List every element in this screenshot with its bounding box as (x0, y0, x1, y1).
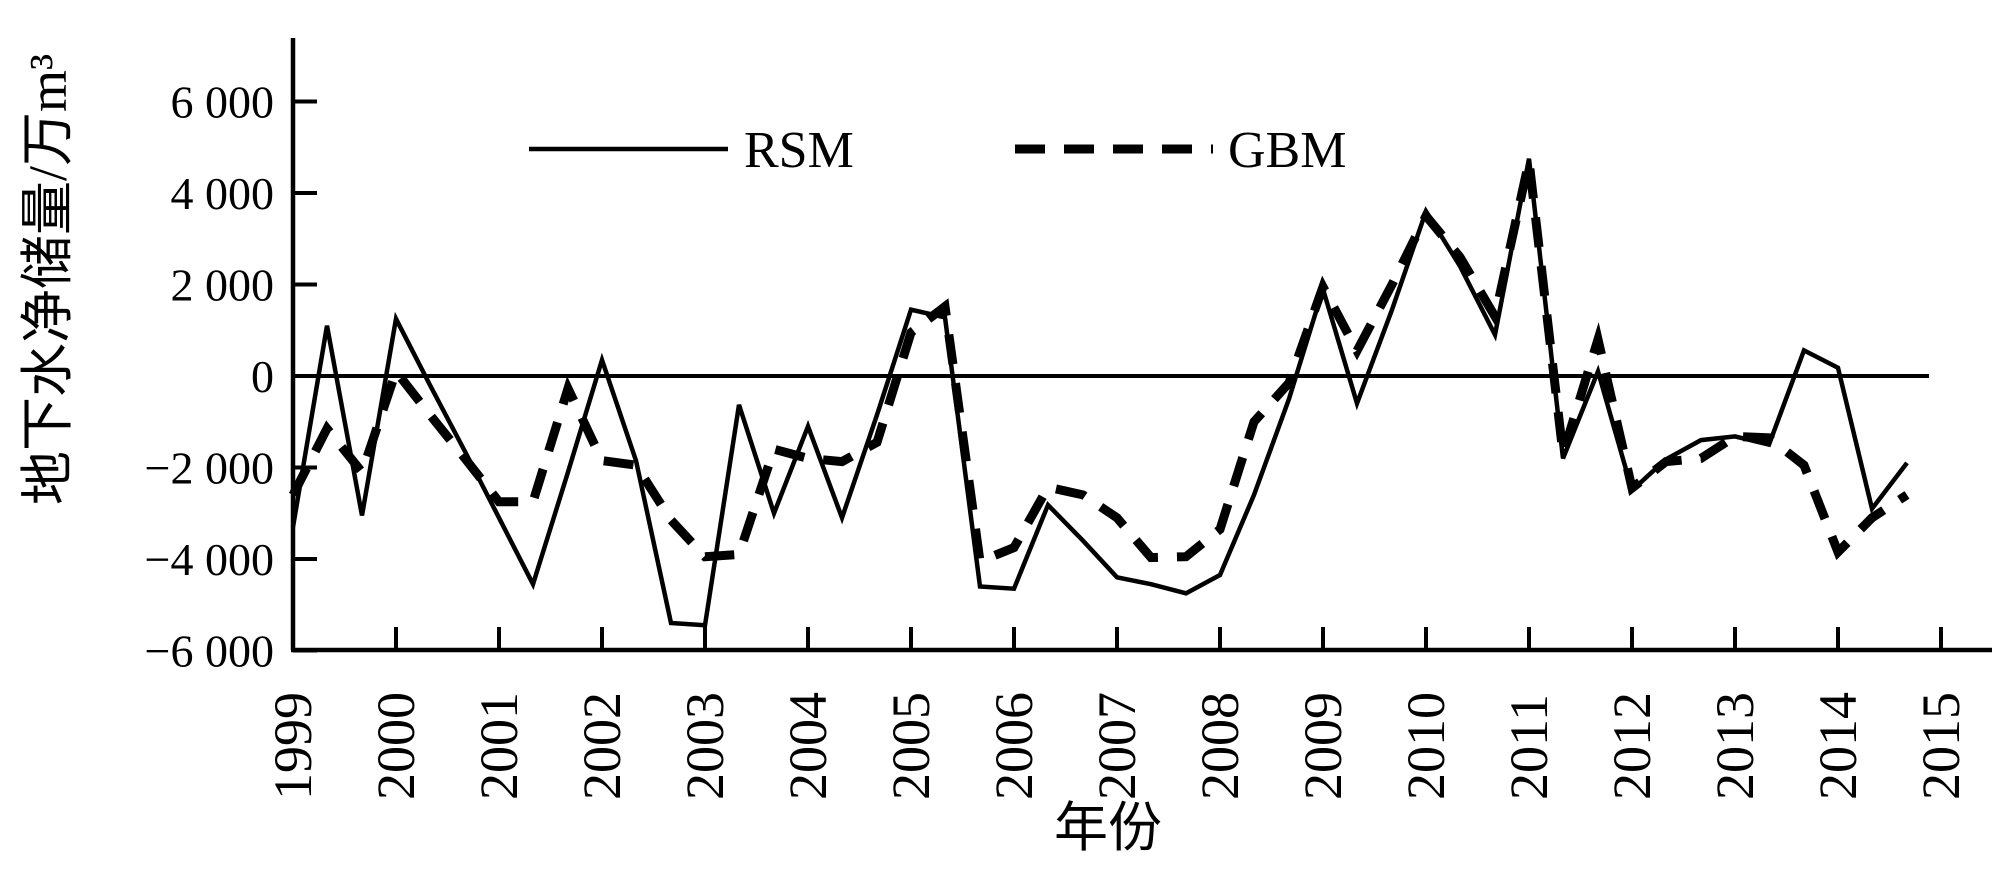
x-axis-title: 年份 (1054, 798, 1162, 858)
x-tick-label-2007: 2007 (1087, 692, 1147, 800)
y-tick-label--6000: −6 000 (145, 626, 274, 677)
y-tick-label-4000: 4 000 (171, 168, 275, 219)
series-line-rsm (290, 158, 1909, 628)
x-tick-label-2008: 2008 (1190, 692, 1250, 800)
legend: RSM GBM (529, 122, 1346, 179)
y-tick-label-0: 0 (251, 351, 274, 402)
x-tick-label-2000: 2000 (366, 692, 426, 800)
x-tick-label-2009: 2009 (1293, 692, 1353, 800)
y-tick-label-2000: 2 000 (171, 260, 275, 311)
x-tick-label-2013: 2013 (1705, 692, 1765, 800)
x-tick-label-2004: 2004 (778, 692, 838, 800)
data-series-lines (288, 158, 1910, 628)
y-tick-label-6000: 6 000 (171, 77, 275, 128)
x-axis-tick-labels: 1999 2000 2001 2002 2003 2004 2005 2006 2007 2008… (263, 692, 1971, 800)
x-tick-label-2006: 2006 (984, 692, 1044, 800)
legend-gbm-label: GBM (1228, 122, 1346, 179)
x-tick-label-2012: 2012 (1602, 692, 1662, 800)
series-line-gbm (288, 160, 1910, 568)
y-axis-tick-labels: 6 000 4 000 2 000 0 −2 000 −4 000 −6 000 (145, 77, 274, 677)
x-tick-label-2011: 2011 (1499, 694, 1559, 800)
x-tick-label-2002: 2002 (572, 692, 632, 800)
y-tick-label--4000: −4 000 (145, 534, 274, 585)
x-tick-label-1999: 1999 (263, 692, 323, 800)
x-axis-ticks (291, 627, 1943, 650)
x-tick-label-2015: 2015 (1911, 692, 1971, 800)
legend-rsm-label: RSM (744, 122, 854, 179)
y-tick-label--2000: −2 000 (145, 443, 274, 494)
y-axis-title: 地下水净储量/万m³ (18, 54, 78, 505)
y-axis-ticks (293, 99, 317, 653)
x-tick-label-2014: 2014 (1808, 692, 1868, 800)
x-tick-label-2005: 2005 (881, 692, 941, 800)
x-tick-label-2001: 2001 (469, 692, 529, 800)
x-tick-label-2010: 2010 (1396, 692, 1456, 800)
x-tick-label-2003: 2003 (675, 692, 735, 800)
